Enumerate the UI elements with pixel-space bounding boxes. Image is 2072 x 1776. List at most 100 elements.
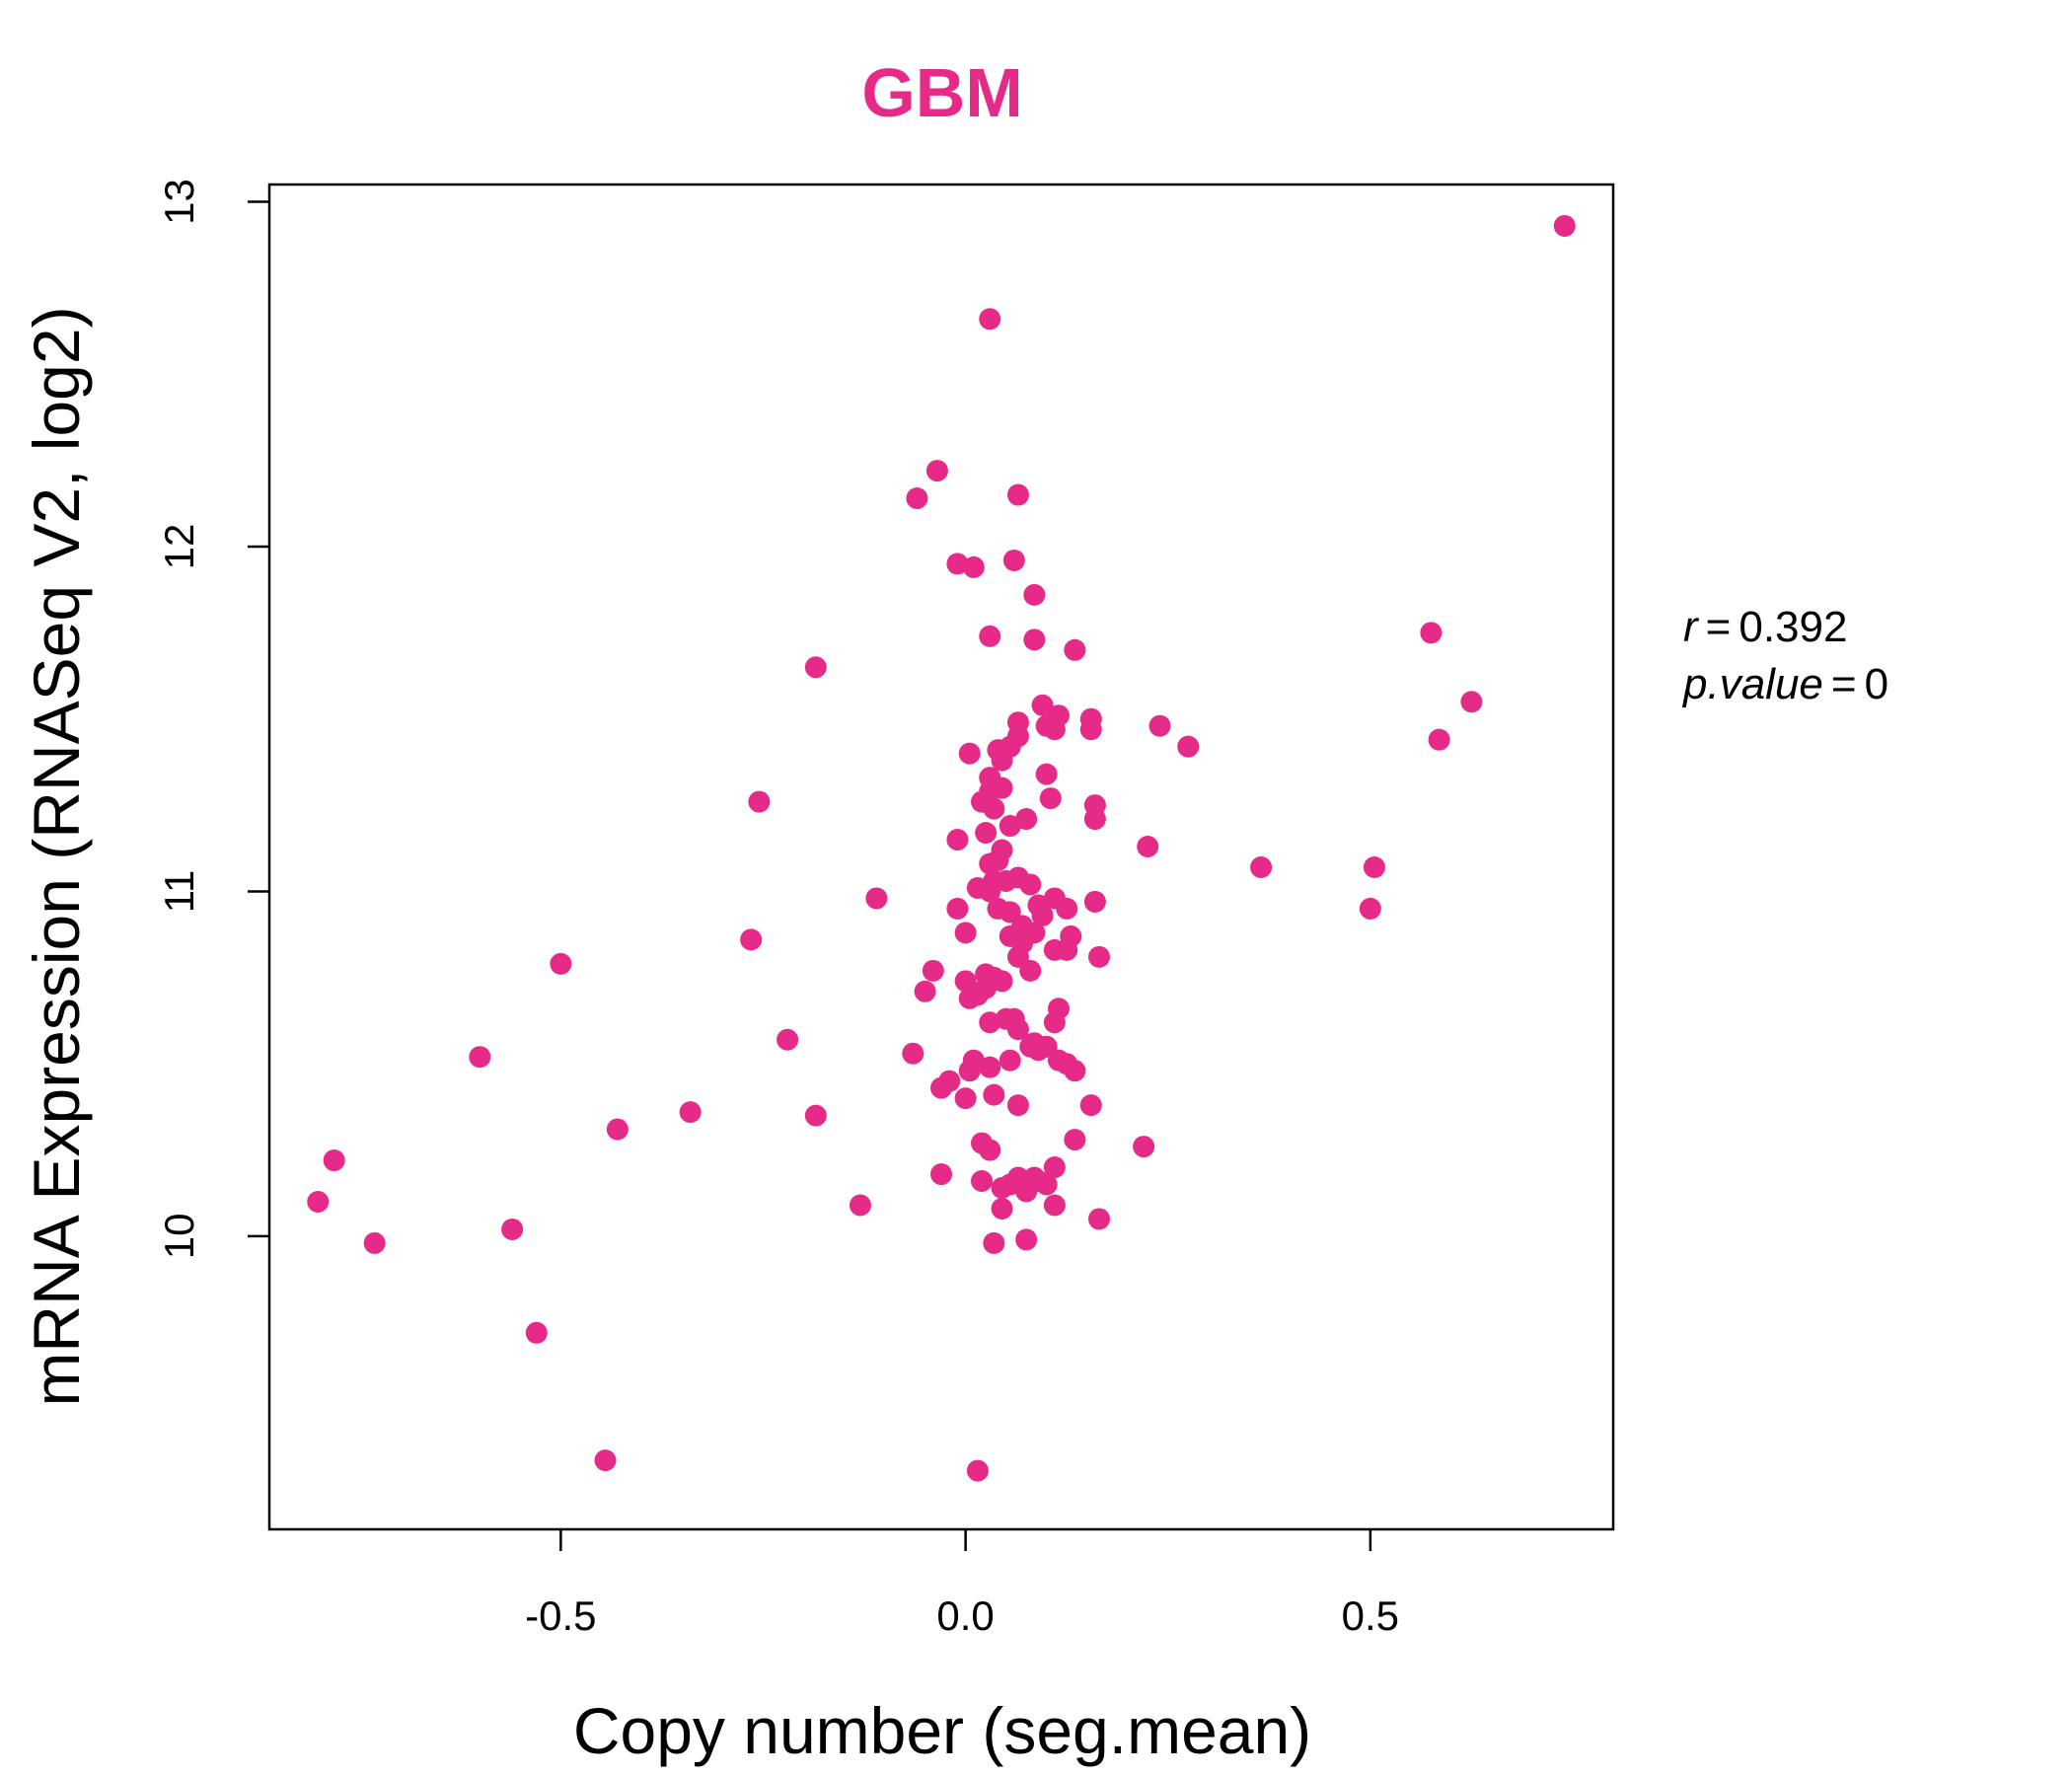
data-point bbox=[1006, 483, 1029, 506]
data-point bbox=[740, 928, 763, 951]
data-point bbox=[946, 553, 969, 575]
data-point bbox=[1002, 549, 1025, 571]
data-point bbox=[991, 1177, 1013, 1200]
data-point bbox=[865, 887, 888, 910]
data-point bbox=[975, 822, 998, 845]
p-label: p.value bbox=[1681, 660, 1823, 708]
data-point bbox=[550, 952, 572, 975]
data-point bbox=[1064, 1129, 1086, 1151]
data-point bbox=[979, 852, 1001, 875]
data-point bbox=[323, 1149, 345, 1172]
data-point bbox=[1056, 938, 1078, 961]
data-point bbox=[902, 1042, 925, 1065]
data-point bbox=[999, 815, 1021, 838]
x-tick-label: 0.5 bbox=[1342, 1592, 1399, 1639]
data-point bbox=[1027, 1039, 1050, 1062]
p-annotation: p.value = 0 bbox=[1681, 660, 1888, 708]
data-point bbox=[307, 1190, 330, 1213]
data-point bbox=[914, 980, 936, 1002]
r-annotation: r = 0.392 bbox=[1683, 603, 1847, 651]
data-point bbox=[958, 742, 981, 765]
data-point bbox=[1039, 787, 1062, 810]
data-point bbox=[946, 829, 969, 851]
data-point bbox=[1023, 629, 1046, 651]
data-point bbox=[971, 1170, 994, 1193]
data-point bbox=[922, 959, 944, 982]
data-point bbox=[1083, 808, 1106, 831]
data-point bbox=[1023, 583, 1046, 606]
r-value: 0.392 bbox=[1739, 603, 1847, 651]
x-axis-title: Copy number (seg.mean) bbox=[573, 1694, 1311, 1767]
x-axis: -0.5 0.0 0.5 bbox=[525, 1529, 1399, 1639]
data-point bbox=[363, 1231, 386, 1254]
data-point bbox=[1043, 1194, 1066, 1217]
data-point bbox=[930, 1163, 952, 1186]
correlation-annotation: r = 0.392 p.value = 0 bbox=[1681, 603, 1888, 708]
data-point bbox=[930, 1076, 952, 1099]
data-point bbox=[1087, 945, 1110, 968]
data-point bbox=[1019, 959, 1042, 982]
data-point bbox=[966, 1459, 989, 1482]
data-point bbox=[983, 1231, 1005, 1254]
x-tick-label: 0.0 bbox=[936, 1592, 994, 1639]
data-point bbox=[979, 308, 1001, 331]
data-point bbox=[1079, 718, 1102, 741]
data-point bbox=[501, 1218, 524, 1240]
data-point bbox=[777, 1028, 799, 1051]
data-point bbox=[925, 460, 948, 482]
r-eq: = bbox=[1706, 603, 1732, 651]
data-point bbox=[1015, 808, 1038, 831]
data-point bbox=[962, 555, 985, 578]
y-tick-label: 13 bbox=[156, 179, 202, 225]
data-point bbox=[1460, 691, 1483, 713]
data-point bbox=[979, 1011, 1001, 1034]
data-point bbox=[1133, 1136, 1155, 1158]
p-value: 0 bbox=[1865, 660, 1888, 708]
data-point bbox=[979, 880, 1001, 903]
data-point bbox=[1019, 873, 1042, 896]
y-axis-title: mRNA Expression (RNASeq V2, log2) bbox=[20, 306, 93, 1406]
data-point bbox=[1031, 694, 1054, 716]
data-point bbox=[946, 897, 969, 920]
data-point bbox=[954, 1087, 977, 1110]
data-point bbox=[1553, 214, 1576, 237]
x-tick-label: -0.5 bbox=[525, 1592, 596, 1639]
data-point bbox=[1031, 904, 1054, 926]
data-point bbox=[804, 1104, 827, 1127]
data-point bbox=[679, 1101, 702, 1124]
data-point bbox=[1043, 1156, 1066, 1179]
data-point bbox=[979, 1056, 1001, 1078]
data-point bbox=[958, 987, 981, 1009]
data-point bbox=[1148, 714, 1171, 737]
chart-title: GBM bbox=[861, 54, 1022, 131]
data-point bbox=[1043, 1011, 1066, 1034]
data-point bbox=[979, 1139, 1001, 1161]
data-point bbox=[906, 487, 928, 510]
plot-area-frame bbox=[267, 183, 1615, 1531]
data-point bbox=[979, 625, 1001, 647]
data-point bbox=[1015, 1180, 1038, 1203]
y-tick-label: 10 bbox=[156, 1214, 202, 1260]
data-point bbox=[1043, 718, 1066, 741]
data-point bbox=[804, 656, 827, 679]
data-point bbox=[1064, 1060, 1086, 1082]
data-point bbox=[1079, 1094, 1102, 1117]
data-point bbox=[999, 1049, 1021, 1072]
data-point bbox=[594, 1449, 617, 1472]
data-point bbox=[1428, 728, 1450, 751]
data-point bbox=[1064, 638, 1086, 661]
y-axis: 10 11 12 13 bbox=[156, 179, 269, 1259]
y-tick-label: 12 bbox=[156, 524, 202, 570]
data-point bbox=[1137, 836, 1159, 858]
data-point bbox=[1177, 735, 1200, 758]
data-point bbox=[991, 970, 1013, 993]
data-point bbox=[958, 1060, 981, 1082]
data-point bbox=[1015, 1228, 1038, 1251]
data-point bbox=[1006, 1094, 1029, 1117]
data-point bbox=[983, 1083, 1005, 1106]
data-point bbox=[748, 790, 771, 813]
data-point bbox=[1363, 855, 1385, 878]
data-point bbox=[469, 1046, 491, 1069]
data-point bbox=[1250, 855, 1273, 878]
